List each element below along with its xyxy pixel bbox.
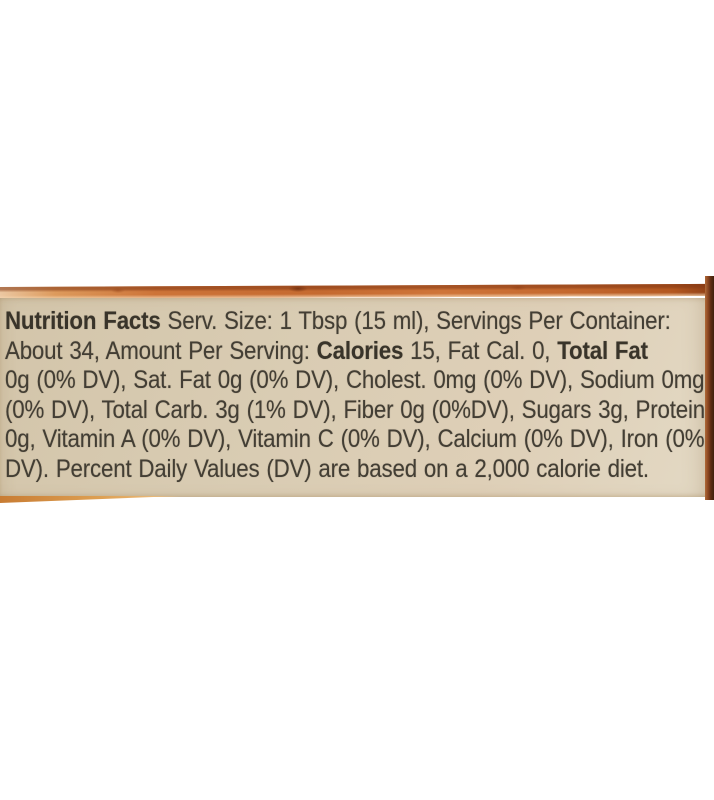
nutrition-line-6-text: DV). Percent Daily Values (DV) are based… <box>5 455 649 485</box>
nutrition-line-5: 0g, Vitamin A (0% DV), Vitamin C (0% DV)… <box>5 425 706 455</box>
nutrition-line-2-text: About 34, Amount Per Serving: Calories 1… <box>5 337 648 367</box>
nutrition-facts-label: Nutrition Facts Serv. Size: 1 Tbsp (15 m… <box>0 298 714 497</box>
daily-values-footnote-text: DV). Percent Daily Values (DV) are based… <box>5 454 649 483</box>
nutrition-line-6: DV). Percent Daily Values (DV) are based… <box>5 455 706 485</box>
nutrition-line-1-text: Nutrition Facts Serv. Size: 1 Tbsp (15 m… <box>5 307 671 337</box>
nutrition-line-1: Nutrition Facts Serv. Size: 1 Tbsp (15 m… <box>5 307 706 337</box>
nutrition-line-3: 0g (0% DV), Sat. Fat 0g (0% DV), Cholest… <box>5 366 706 396</box>
nutrition-line-4: (0% DV), Total Carb. 3g (1% DV), Fiber 0… <box>5 396 706 426</box>
fat-cholesterol-sodium-text: 0g (0% DV), Sat. Fat 0g (0% DV), Cholest… <box>5 366 705 395</box>
calories-value-text: 15, Fat Cal. 0, <box>403 336 558 365</box>
nutrition-line-5-text: 0g, Vitamin A (0% DV), Vitamin C (0% DV)… <box>5 425 705 455</box>
total-fat-label: Total Fat <box>557 336 648 365</box>
nutrition-facts-title: Nutrition Facts <box>5 307 161 335</box>
bottle-liquid-strip <box>0 283 714 299</box>
bottle-label-band: Nutrition Facts Serv. Size: 1 Tbsp (15 m… <box>0 276 714 505</box>
bottle-right-edge <box>705 276 714 500</box>
nutrition-text-block: Nutrition Facts Serv. Size: 1 Tbsp (15 m… <box>5 307 706 485</box>
nutrition-line-3-text: 0g (0% DV), Sat. Fat 0g (0% DV), Cholest… <box>5 366 705 396</box>
nutrition-line-2: About 34, Amount Per Serving: Calories 1… <box>5 337 706 367</box>
calories-label: Calories <box>316 336 404 365</box>
carb-fiber-sugars-text: (0% DV), Total Carb. 3g (1% DV), Fiber 0… <box>5 395 705 424</box>
nutrition-line-4-text: (0% DV), Total Carb. 3g (1% DV), Fiber 0… <box>5 396 705 426</box>
bottle-bottom-left-wedge <box>0 496 180 503</box>
servings-amount-text: About 34, Amount Per Serving: <box>5 336 317 365</box>
serving-size-text: Serv. Size: 1 Tbsp (15 ml), Servings Per… <box>160 307 671 335</box>
vitamins-minerals-text: 0g, Vitamin A (0% DV), Vitamin C (0% DV)… <box>5 425 705 454</box>
